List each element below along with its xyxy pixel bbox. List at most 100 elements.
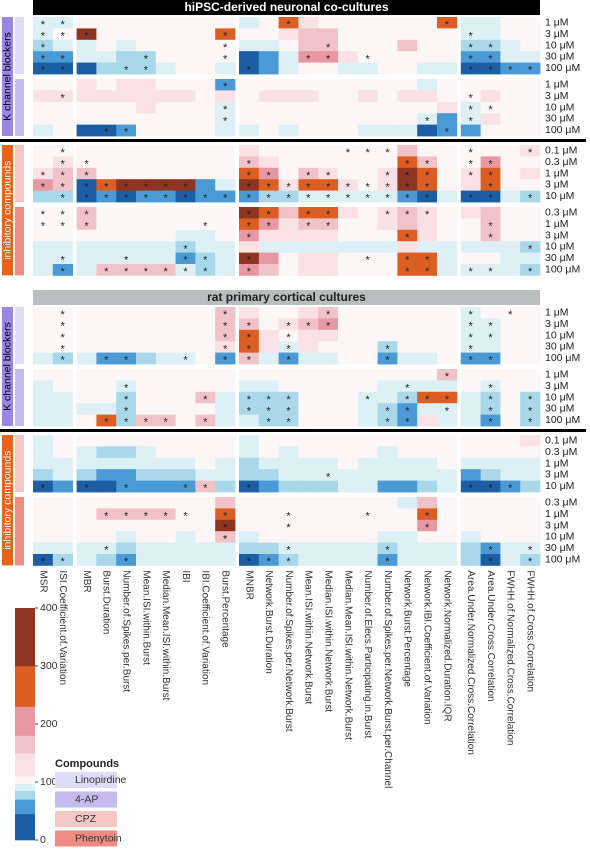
heat-cell	[278, 167, 299, 180]
significance-mark: *	[366, 511, 371, 523]
heat-cell	[33, 369, 54, 381]
heat-cell	[520, 124, 541, 137]
heat-cell	[239, 79, 260, 91]
heat-cell	[239, 229, 260, 242]
heat-cell	[239, 241, 260, 253]
heat-cell	[298, 51, 319, 63]
heat-cell	[480, 435, 501, 447]
heat-cell	[357, 145, 378, 157]
heat-cell	[480, 369, 501, 381]
heat-cell	[136, 264, 157, 276]
heat-cell	[338, 101, 359, 114]
heat-cell	[136, 329, 157, 342]
significance-mark: *	[124, 127, 129, 139]
heat-cell	[397, 179, 418, 191]
significance-mark: *	[286, 522, 291, 534]
colorbar-band	[15, 799, 35, 815]
heat-cell	[377, 145, 398, 157]
significance-mark: *	[469, 93, 474, 105]
heat-cell	[338, 79, 359, 91]
heat-cell	[397, 145, 418, 157]
heat-cell	[397, 264, 418, 276]
heat-cell	[520, 369, 541, 381]
heat-cell	[116, 352, 137, 365]
heat-cell	[318, 145, 339, 157]
heat-cell	[338, 156, 359, 169]
heat-cell	[437, 341, 458, 353]
heat-cell	[338, 391, 359, 404]
heat-cell	[460, 79, 481, 91]
heat-cell	[397, 79, 418, 91]
heat-cell	[318, 124, 339, 137]
heat-cell	[338, 207, 359, 219]
heat-cell	[155, 403, 176, 415]
heat-cell	[500, 341, 521, 353]
heat-cell	[397, 435, 418, 447]
heat-cell	[278, 369, 299, 381]
heat-cell	[500, 508, 521, 521]
heat-cell	[520, 17, 541, 29]
heat-cell	[96, 480, 117, 493]
heat-cell	[520, 90, 541, 103]
compound-bar	[15, 17, 24, 74]
heat-cell	[460, 264, 481, 276]
significance-mark: *	[267, 405, 272, 417]
heat-cell	[520, 414, 541, 427]
heat-cell	[318, 307, 339, 319]
heat-cell	[215, 531, 236, 543]
significance-mark: *	[286, 394, 291, 406]
heat-cell	[155, 28, 176, 41]
compound-bar	[15, 207, 24, 276]
row-label: 0.3 μM	[545, 446, 577, 458]
heat-cell	[318, 554, 339, 566]
significance-mark: *	[445, 127, 450, 139]
significance-mark: *	[144, 417, 149, 429]
significance-mark: *	[61, 159, 66, 171]
heat-cell	[96, 318, 117, 331]
colorbar-band	[15, 790, 35, 800]
heat-cell	[52, 307, 73, 319]
panel-header	[33, 0, 540, 15]
row-label: 3 μM	[545, 519, 569, 531]
heat-cell	[278, 519, 299, 532]
significance-mark: *	[366, 53, 371, 65]
heat-cell	[136, 352, 157, 365]
heat-cell	[76, 414, 97, 427]
heat-cell	[397, 414, 418, 427]
heat-cell	[155, 542, 176, 555]
row-label: 30 μM	[545, 113, 574, 125]
heat-cell	[298, 391, 319, 404]
significance-mark: *	[164, 193, 169, 205]
heat-cell	[116, 414, 137, 427]
compound-bar	[15, 307, 24, 364]
significance-mark: *	[469, 266, 474, 278]
heat-cell	[215, 28, 236, 41]
heat-cell	[520, 145, 541, 157]
heat-cell	[155, 241, 176, 253]
heat-cell	[437, 403, 458, 415]
heat-cell	[460, 341, 481, 353]
heat-cell	[96, 113, 117, 125]
heat-cell	[136, 414, 157, 427]
significance-mark: *	[488, 355, 493, 367]
heat-cell	[520, 380, 541, 393]
heat-cell	[155, 414, 176, 427]
significance-mark: *	[469, 104, 474, 116]
heat-cell	[175, 341, 196, 353]
heat-cell	[215, 252, 236, 265]
heat-cell	[33, 145, 54, 157]
heat-cell	[258, 28, 279, 41]
heat-cell	[155, 480, 176, 493]
heat-cell	[460, 241, 481, 253]
heat-cell	[357, 90, 378, 103]
heat-cell	[318, 531, 339, 543]
heat-cell	[136, 218, 157, 231]
significance-mark: *	[469, 332, 474, 344]
heat-cell	[397, 457, 418, 470]
heat-cell	[175, 62, 196, 75]
heat-cell	[480, 380, 501, 393]
heat-cell	[357, 318, 378, 331]
heat-cell	[338, 446, 359, 459]
significance-mark: *	[247, 556, 252, 568]
heat-cell	[215, 329, 236, 342]
